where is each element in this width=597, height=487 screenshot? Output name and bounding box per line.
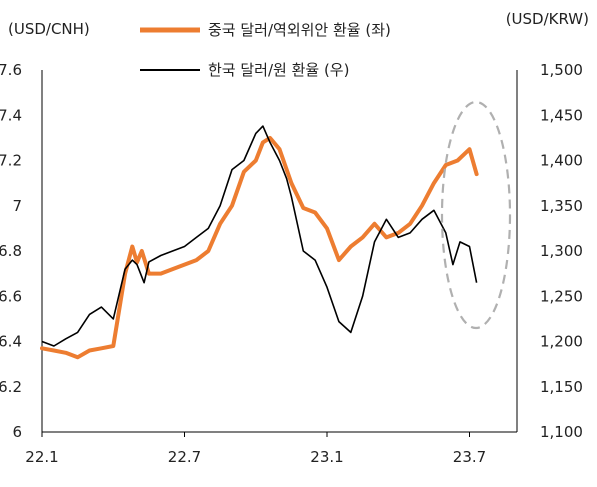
right-tick-label: 1,500	[540, 61, 583, 79]
left-tick-label: 6.4	[0, 333, 22, 351]
right-tick-label: 1,100	[540, 423, 583, 441]
left-tick-label: 6.2	[0, 378, 22, 396]
x-tick-label: 22.1	[25, 448, 58, 466]
x-tick-labels: 22.1 22.7 23.1 23.7	[25, 432, 486, 466]
right-tick-labels: 1,100 1,150 1,200 1,250 1,300 1,350 1,400 1,450…	[540, 61, 583, 441]
left-tick-labels: 6 6.2 6.4 6.6 6.8 7 7.2 7.4 7.6	[0, 61, 22, 441]
right-tick-label: 1,300	[540, 242, 583, 260]
legend-label-krw: 한국 달러/원 환율 (우)	[208, 61, 349, 79]
left-tick-label: 7.6	[0, 61, 22, 79]
left-tick-label: 7.4	[0, 106, 22, 124]
x-tick-label: 22.7	[168, 448, 201, 466]
right-tick-label: 1,350	[540, 197, 583, 215]
x-tick-label: 23.1	[310, 448, 343, 466]
right-tick-label: 1,250	[540, 287, 583, 305]
right-tick-label: 1,400	[540, 152, 583, 170]
right-axis-unit: (USD/KRW)	[506, 10, 589, 28]
legend-label-cnh: 중국 달러/역외위안 환율 (좌)	[208, 21, 391, 39]
right-tick-label: 1,150	[540, 378, 583, 396]
x-tick-label: 23.7	[453, 448, 486, 466]
highlight-ellipse	[440, 100, 512, 330]
right-tick-label: 1,450	[540, 106, 583, 124]
left-tick-label: 7	[12, 197, 22, 215]
left-axis-unit: (USD/CNH)	[8, 20, 90, 38]
left-tick-label: 6	[12, 423, 22, 441]
left-tick-label: 6.8	[0, 242, 22, 260]
left-tick-label: 6.6	[0, 287, 22, 305]
series-line-krw	[41, 125, 478, 347]
right-tick-label: 1,200	[540, 333, 583, 351]
left-tick-label: 7.2	[0, 152, 22, 170]
legend: 중국 달러/역외위안 환율 (좌) 한국 달러/원 환율 (우)	[140, 21, 391, 79]
series-line-cnh	[40, 135, 479, 360]
